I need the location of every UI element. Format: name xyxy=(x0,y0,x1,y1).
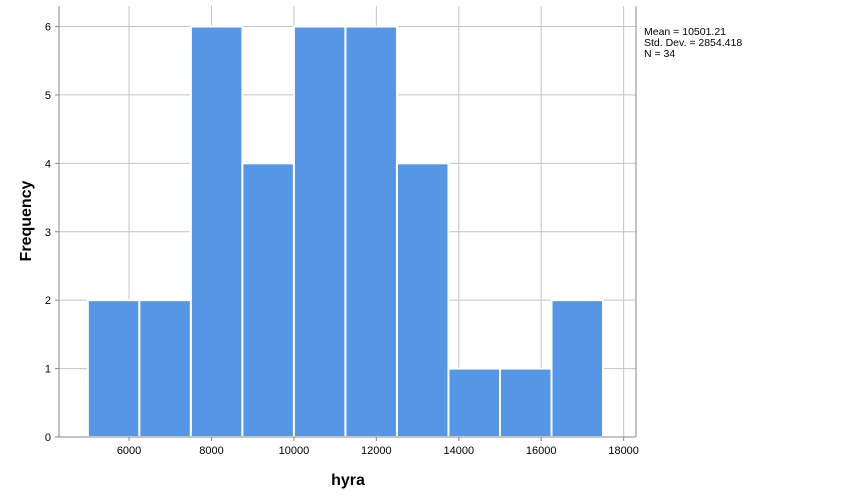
x-tick-label: 18000 xyxy=(608,445,639,457)
x-tick-label: 16000 xyxy=(526,445,557,457)
histogram-bar xyxy=(241,162,295,438)
y-tick-label: 0 xyxy=(45,432,51,444)
histogram-bar xyxy=(498,367,553,439)
y-tick-label: 1 xyxy=(45,364,51,376)
y-tick-label: 6 xyxy=(45,22,51,34)
x-tick-label: 8000 xyxy=(199,445,223,457)
histogram-bar xyxy=(189,25,244,439)
histogram-bar xyxy=(447,367,501,439)
tick-labels: 0 1 2 3 4 5 6 6000 8000 10000 12000 14000 16000 18000 xyxy=(45,22,639,457)
axes xyxy=(55,6,637,441)
stats-mean: Mean = 10501.21 xyxy=(644,26,726,38)
x-tick-label: 12000 xyxy=(361,445,392,457)
histogram-bars xyxy=(86,25,605,439)
y-tick-label: 5 xyxy=(45,90,51,102)
x-tick-label: 10000 xyxy=(279,445,310,457)
x-tick-label: 14000 xyxy=(443,445,474,457)
histogram-bar xyxy=(138,299,192,438)
histogram-bar xyxy=(550,299,605,438)
stats-std-dev: Std. Dev. = 2854.418 xyxy=(644,37,742,49)
y-tick-label: 3 xyxy=(45,227,51,239)
y-tick-label: 2 xyxy=(45,295,51,307)
x-axis-title: hyra xyxy=(331,472,365,489)
y-axis-title: Frequency xyxy=(18,180,35,261)
histogram-bar xyxy=(344,25,398,439)
stats-n: N = 34 xyxy=(644,48,675,60)
histogram-bar xyxy=(292,25,347,439)
y-tick-label: 4 xyxy=(45,158,51,170)
summary-statistics: Mean = 10501.21 Std. Dev. = 2854.418 N =… xyxy=(644,26,742,60)
x-tick-label: 6000 xyxy=(117,445,141,457)
histogram-bar xyxy=(395,162,450,438)
histogram-bar xyxy=(86,299,141,438)
